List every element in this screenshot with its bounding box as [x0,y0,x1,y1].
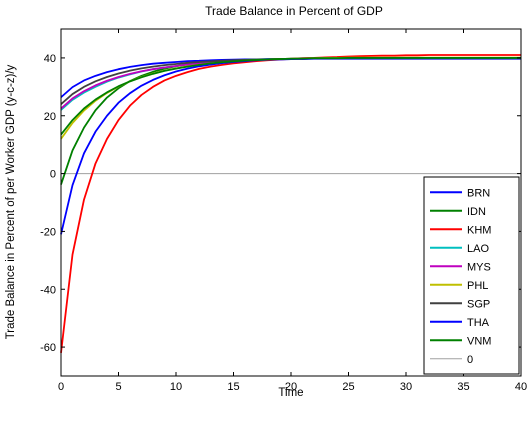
x-tick-label: 20 [285,381,297,393]
y-tick-label: -20 [40,226,56,238]
y-tick-label: -60 [40,342,56,354]
x-tick-label: 30 [400,381,412,393]
y-tick-label: 40 [44,53,56,65]
series-layer [60,54,521,353]
x-tick-label: 35 [457,381,469,393]
x-tick-label: 10 [170,381,182,393]
y-tick-label: 20 [44,111,56,123]
legend-label-tha: THA [467,317,490,329]
legend-label-vnm: VNM [467,335,491,347]
x-axis-label: Time [278,387,303,399]
legend-label-idn: IDN [467,206,486,218]
legend-label-0: 0 [467,354,473,366]
x-tick-label: 40 [515,381,527,393]
legend-label-sgp: SGP [467,298,490,310]
legend: BRN IDN KHM LAO MYS PHL SGP THA VNM 0 [423,176,520,375]
series-line-vnm [60,57,521,136]
y-tick-label: 0 [50,169,56,181]
y-axis-label: Trade Balance in Percent of per Worker G… [5,64,17,339]
x-tick-label: 15 [227,381,239,393]
y-tick-label: -40 [40,284,56,296]
x-tick-label: 5 [115,381,121,393]
x-tick-label: 0 [58,381,64,393]
y-axis: -60 -40 -20 0 20 40 [40,53,521,354]
legend-label-brn: BRN [467,187,490,199]
legend-label-mys: MYS [467,261,491,273]
chart-title: Trade Balance in Percent of GDP [205,4,383,18]
x-axis: 0 5 10 15 20 25 30 35 40 [58,29,527,393]
x-tick-label: 25 [342,381,354,393]
legend-label-phl: PHL [467,280,488,292]
legend-label-lao: LAO [467,243,489,255]
legend-label-khm: KHM [467,224,491,236]
